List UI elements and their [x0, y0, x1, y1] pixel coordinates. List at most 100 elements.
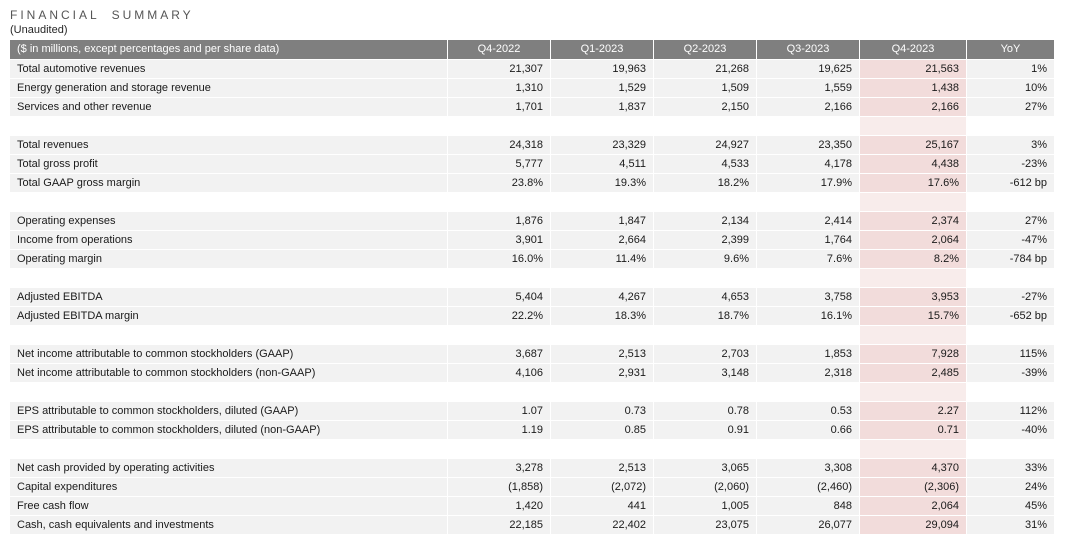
spacer-cell: [10, 326, 447, 344]
row-value: 23,329: [551, 136, 653, 154]
spacer-cell: [654, 440, 756, 458]
group-spacer: [10, 326, 1054, 344]
group-spacer: [10, 117, 1054, 135]
column-header-yoy: YoY: [967, 40, 1054, 59]
row-label: Free cash flow: [10, 497, 447, 515]
row-value: -27%: [967, 288, 1054, 306]
spacer-cell: [757, 326, 859, 344]
row-value: 2,134: [654, 212, 756, 230]
spacer-cell: [860, 117, 966, 135]
row-value: 0.91: [654, 421, 756, 439]
row-value: (2,306): [860, 478, 966, 496]
group-spacer: [10, 440, 1054, 458]
spacer-cell: [757, 117, 859, 135]
row-value: 16.1%: [757, 307, 859, 325]
row-value: -39%: [967, 364, 1054, 382]
spacer-cell: [10, 269, 447, 287]
row-value: 21,563: [860, 60, 966, 78]
row-value: 1,764: [757, 231, 859, 249]
row-value: 3,308: [757, 459, 859, 477]
row-value: 1,701: [448, 98, 550, 116]
row-label: Operating expenses: [10, 212, 447, 230]
row-value: -784 bp: [967, 250, 1054, 268]
financial-summary-page: FINANCIAL SUMMARY (Unaudited) ($ in mill…: [10, 8, 1054, 534]
row-value: 0.78: [654, 402, 756, 420]
row-value: 1.07: [448, 402, 550, 420]
row-value: 0.53: [757, 402, 859, 420]
row-value: 3,953: [860, 288, 966, 306]
spacer-cell: [860, 440, 966, 458]
row-value: 4,267: [551, 288, 653, 306]
row-value: 19.3%: [551, 174, 653, 192]
row-value: 2,931: [551, 364, 653, 382]
row-value: 18.3%: [551, 307, 653, 325]
table-row: EPS attributable to common stockholders,…: [10, 402, 1054, 420]
table-units-label: ($ in millions, except percentages and p…: [10, 40, 447, 59]
row-value: 1,420: [448, 497, 550, 515]
row-label: Income from operations: [10, 231, 447, 249]
spacer-cell: [967, 117, 1054, 135]
table-row: Services and other revenue 1,701 1,837 2,15…: [10, 98, 1054, 116]
row-label: Net income attributable to common stockh…: [10, 345, 447, 363]
financial-summary-table: ($ in millions, except percentages and p…: [10, 40, 1054, 534]
row-value: 112%: [967, 402, 1054, 420]
row-value: 3,278: [448, 459, 550, 477]
spacer-cell: [10, 383, 447, 401]
row-value: 23,075: [654, 516, 756, 534]
row-label: Total revenues: [10, 136, 447, 154]
row-value: 4,106: [448, 364, 550, 382]
spacer-cell: [654, 117, 756, 135]
row-value: 4,438: [860, 155, 966, 173]
row-value: 1,529: [551, 79, 653, 97]
row-label: Services and other revenue: [10, 98, 447, 116]
row-value: 22,185: [448, 516, 550, 534]
row-value: 0.73: [551, 402, 653, 420]
row-value: 4,653: [654, 288, 756, 306]
spacer-cell: [757, 269, 859, 287]
row-value: 3,758: [757, 288, 859, 306]
row-value: 18.2%: [654, 174, 756, 192]
spacer-cell: [860, 326, 966, 344]
page-title: FINANCIAL SUMMARY: [10, 8, 194, 22]
row-value: 45%: [967, 497, 1054, 515]
row-value: 33%: [967, 459, 1054, 477]
row-value: 2,150: [654, 98, 756, 116]
row-value: 31%: [967, 516, 1054, 534]
row-value: (2,460): [757, 478, 859, 496]
row-label: Operating margin: [10, 250, 447, 268]
row-value: 19,625: [757, 60, 859, 78]
spacer-cell: [967, 269, 1054, 287]
column-header-q4-2022: Q4-2022: [448, 40, 550, 59]
row-value: 24,318: [448, 136, 550, 154]
row-value: 1,853: [757, 345, 859, 363]
table-header-row: ($ in millions, except percentages and p…: [10, 40, 1054, 59]
group-spacer: [10, 383, 1054, 401]
spacer-cell: [551, 326, 653, 344]
row-value: 1,310: [448, 79, 550, 97]
spacer-cell: [448, 383, 550, 401]
spacer-cell: [967, 440, 1054, 458]
row-value: 1,837: [551, 98, 653, 116]
table-body: Total automotive revenues 21,307 19,963 21,…: [10, 60, 1054, 534]
table-row: Total gross profit 5,777 4,511 4,533 4,178 4,…: [10, 155, 1054, 173]
row-value: 23,350: [757, 136, 859, 154]
spacer-cell: [10, 193, 447, 211]
row-value: 1,509: [654, 79, 756, 97]
row-value: 25,167: [860, 136, 966, 154]
row-value: -612 bp: [967, 174, 1054, 192]
spacer-cell: [551, 193, 653, 211]
row-value: 2,664: [551, 231, 653, 249]
row-value: 2,318: [757, 364, 859, 382]
spacer-cell: [448, 440, 550, 458]
table-row: Adjusted EBITDA 5,404 4,267 4,653 3,758 3,953…: [10, 288, 1054, 306]
row-value: 2,064: [860, 497, 966, 515]
row-value: 24%: [967, 478, 1054, 496]
row-value: 1,559: [757, 79, 859, 97]
group-spacer: [10, 269, 1054, 287]
column-header-q2-2023: Q2-2023: [654, 40, 756, 59]
row-value: 26,077: [757, 516, 859, 534]
row-value: 29,094: [860, 516, 966, 534]
row-value: 3,901: [448, 231, 550, 249]
row-value: 5,777: [448, 155, 550, 173]
row-value: 21,307: [448, 60, 550, 78]
